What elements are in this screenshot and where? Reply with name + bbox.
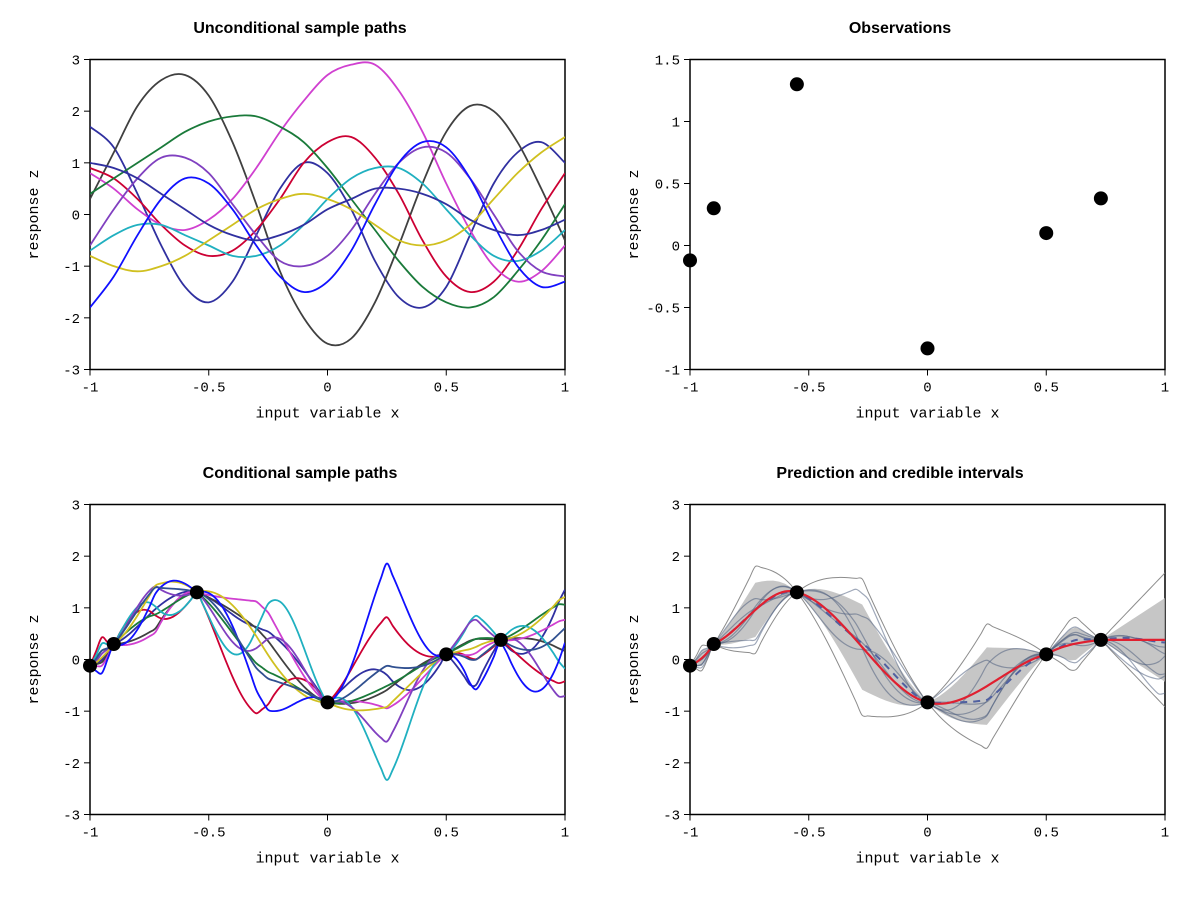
chart-observations: -1 -0.5 0 0.5 1 -1 -0.5 0 0.5 1 1.5 input variable … [620, 44, 1180, 435]
panel1-title: Unconditional sample paths [193, 20, 406, 38]
svg-text:0.5: 0.5 [1034, 381, 1059, 397]
svg-text:input variable x: input variable x [255, 851, 399, 868]
svg-text:-3: -3 [63, 364, 80, 380]
svg-text:response z: response z [26, 614, 43, 704]
svg-text:0: 0 [323, 381, 331, 397]
svg-text:response z: response z [626, 169, 643, 259]
svg-text:2: 2 [72, 105, 80, 121]
svg-text:input variable x: input variable x [855, 851, 999, 868]
svg-text:0: 0 [323, 826, 331, 842]
panel2-title: Observations [849, 20, 951, 38]
svg-text:-1: -1 [663, 705, 680, 721]
svg-text:1: 1 [672, 116, 680, 132]
svg-text:1: 1 [561, 381, 569, 397]
svg-text:2: 2 [72, 550, 80, 566]
svg-text:0.5: 0.5 [1034, 826, 1059, 842]
svg-text:input variable x: input variable x [255, 406, 399, 423]
panel4-title: Prediction and credible intervals [776, 465, 1023, 483]
svg-text:1: 1 [72, 157, 80, 173]
svg-text:-1: -1 [63, 705, 80, 721]
svg-text:response z: response z [26, 169, 43, 259]
svg-text:-1: -1 [682, 381, 699, 397]
svg-text:1: 1 [561, 826, 569, 842]
svg-text:3: 3 [72, 54, 80, 70]
svg-text:-2: -2 [663, 757, 680, 773]
chart-prediction: -1 -0.5 0 0.5 1 -3 -2 -1 0 1 2 3 input variable x res… [620, 489, 1180, 880]
svg-text:3: 3 [672, 499, 680, 515]
svg-text:1: 1 [1161, 381, 1169, 397]
svg-text:-2: -2 [63, 312, 80, 328]
panel-conditional: Conditional sample paths -1 -0.5 0 0.5 1 -3 -2… [20, 465, 580, 880]
panel-observations: Observations -1 -0.5 0 0.5 1 -1 -0.5 0 0.5 1 1.5 in… [620, 20, 1180, 435]
svg-text:-2: -2 [63, 757, 80, 773]
svg-text:-1: -1 [63, 260, 80, 276]
svg-text:-0.5: -0.5 [792, 826, 826, 842]
svg-text:-0.5: -0.5 [646, 302, 680, 318]
svg-text:-1: -1 [82, 381, 99, 397]
svg-text:-1: -1 [663, 364, 680, 380]
svg-text:-0.5: -0.5 [792, 381, 826, 397]
svg-text:0.5: 0.5 [434, 381, 459, 397]
svg-text:3: 3 [72, 499, 80, 515]
svg-text:response z: response z [626, 614, 643, 704]
svg-text:2: 2 [672, 550, 680, 566]
svg-text:0: 0 [923, 826, 931, 842]
svg-text:input variable x: input variable x [855, 406, 999, 423]
svg-text:0.5: 0.5 [655, 178, 680, 194]
svg-text:0: 0 [672, 240, 680, 256]
svg-text:1: 1 [72, 602, 80, 618]
panel-prediction: Prediction and credible intervals -1 -0.5… [620, 465, 1180, 880]
svg-text:1: 1 [1161, 826, 1169, 842]
chart-unconditional: -1 -0.5 0 0.5 1 -3 -2 -1 0 1 2 3 input variable x res… [20, 44, 580, 435]
svg-text:0: 0 [72, 209, 80, 225]
svg-text:0: 0 [923, 381, 931, 397]
svg-text:-1: -1 [682, 826, 699, 842]
svg-text:-0.5: -0.5 [192, 826, 226, 842]
svg-text:-3: -3 [663, 809, 680, 825]
svg-text:0: 0 [672, 654, 680, 670]
svg-text:0: 0 [72, 654, 80, 670]
svg-text:-1: -1 [82, 826, 99, 842]
figure-grid: Unconditional sample paths -1 -0.5 0 0.5 1 -3… [20, 20, 1180, 880]
svg-text:-3: -3 [63, 809, 80, 825]
panel-unconditional: Unconditional sample paths -1 -0.5 0 0.5 1 -3… [20, 20, 580, 435]
chart-conditional: -1 -0.5 0 0.5 1 -3 -2 -1 0 1 2 3 input variable x res… [20, 489, 580, 880]
svg-text:1: 1 [672, 602, 680, 618]
svg-text:1.5: 1.5 [655, 54, 680, 70]
svg-text:-0.5: -0.5 [192, 381, 226, 397]
panel3-title: Conditional sample paths [203, 465, 398, 483]
svg-text:0.5: 0.5 [434, 826, 459, 842]
